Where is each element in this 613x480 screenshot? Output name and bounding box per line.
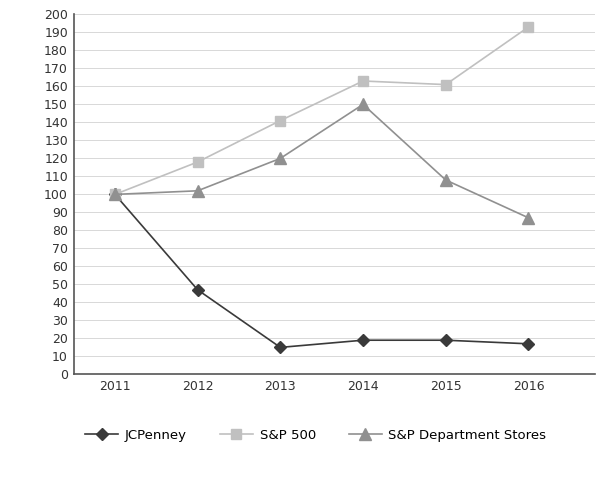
Legend: JCPenney, S&P 500, S&P Department Stores: JCPenney, S&P 500, S&P Department Stores — [80, 423, 552, 447]
